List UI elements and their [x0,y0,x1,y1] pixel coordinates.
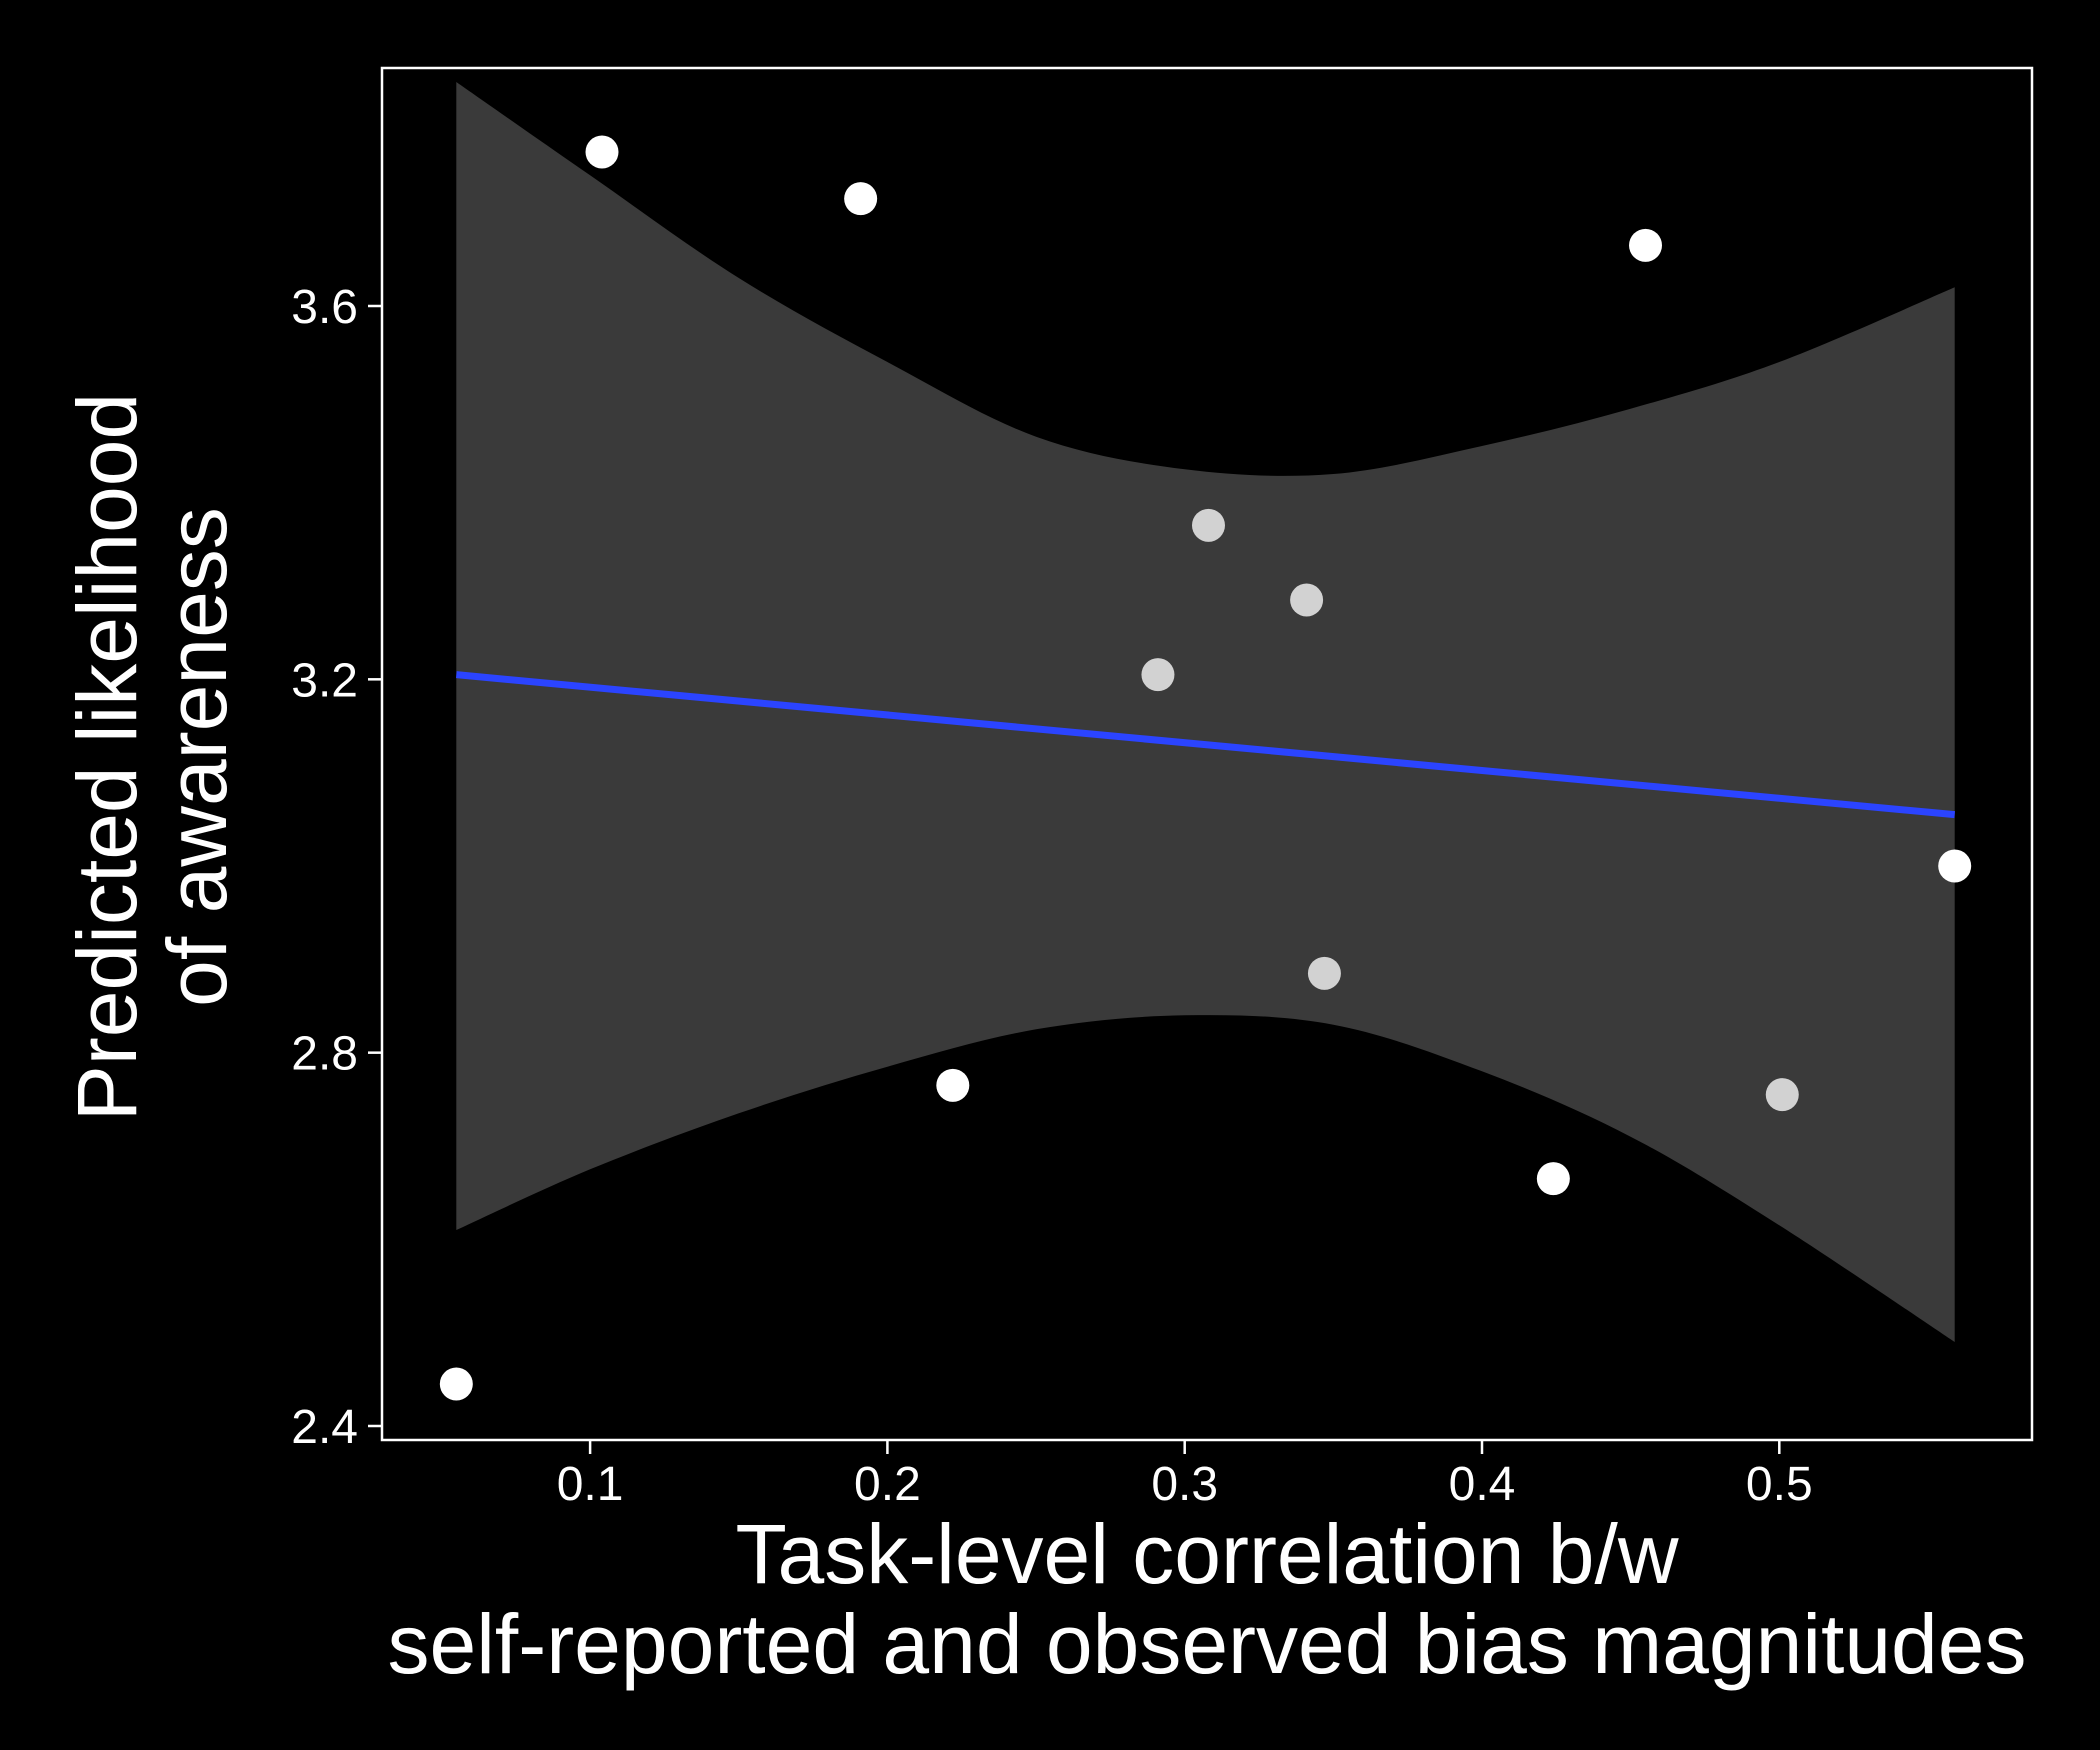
data-point-5 [1141,658,1175,692]
x-axis-title-line-2: self-reported and observed bias magnitud… [388,1597,2027,1691]
data-point-10 [1629,228,1663,262]
x-tick-label: 0.5 [1746,1458,1813,1511]
x-tick-label: 0.4 [1449,1458,1516,1511]
y-tick-label: 2.4 [291,1401,358,1454]
y-axis-title-line-2: of awareness [150,507,244,1007]
data-point-9 [1536,1162,1570,1196]
plot-area [439,82,1972,1401]
data-point-7 [1290,583,1324,617]
data-point-1 [439,1367,473,1401]
data-point-2 [585,135,619,169]
axis-labels: Task-level correlation b/w self-reported… [60,393,2026,1691]
data-point-8 [1307,956,1341,990]
y-tick-label: 3.2 [291,654,358,707]
data-point-11 [1765,1078,1799,1112]
data-point-12 [1938,849,1972,883]
axes: 0.1 0.2 0.3 0.4 0.5 2.4 2.8 3.2 3.6 [291,66,2034,1511]
x-tick-label: 0.3 [1151,1458,1218,1511]
y-tick-label: 3.6 [291,281,358,334]
data-point-3 [844,182,878,216]
plot-frame [380,66,2034,1442]
confidence-band [456,82,1955,1342]
data-point-4 [936,1068,970,1102]
y-axis-title-line-1: Predicted likelihood [60,393,154,1121]
data-point-6 [1191,508,1225,542]
x-axis-title-line-1: Task-level correlation b/w [735,1507,1678,1601]
x-tick-label: 0.2 [854,1458,921,1511]
y-tick-label: 2.8 [291,1028,358,1081]
regression-line [455,671,1956,819]
x-tick-label: 0.1 [557,1458,624,1511]
